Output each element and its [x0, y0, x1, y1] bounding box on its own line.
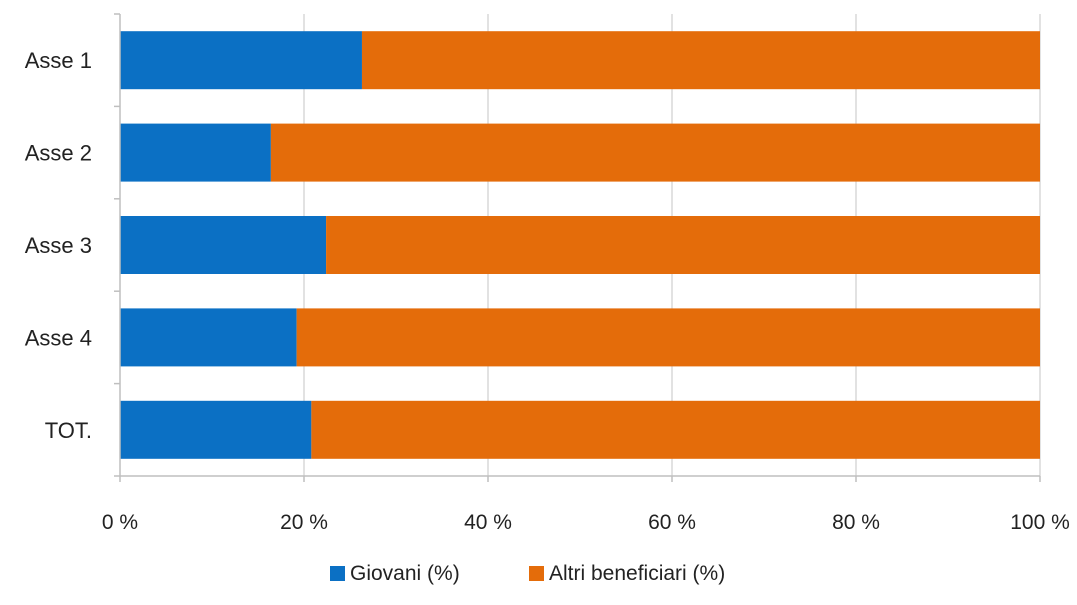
x-tick-label: 20 %	[280, 511, 328, 534]
axes	[114, 13, 1041, 482]
bar-giovani-3	[120, 216, 327, 274]
x-tick-label: 60 %	[648, 511, 696, 534]
bars-group	[120, 31, 1041, 459]
bar-giovani-2	[120, 123, 271, 182]
legend-label: Altri beneficiari (%)	[549, 562, 725, 585]
bar-giovani-4	[120, 308, 297, 367]
category-label: Asse 3	[25, 233, 92, 258]
legend: Giovani (%) Altri beneficiari (%)	[330, 562, 725, 585]
bar-altri-3	[326, 216, 1041, 274]
category-label: Asse 1	[25, 48, 92, 73]
bar-altri-1	[361, 31, 1041, 90]
bar-altri-2	[270, 123, 1040, 182]
x-tick-labels: 0 % 20 % 40 % 60 % 80 % 100 %	[102, 511, 1070, 534]
bar-altri-5	[311, 400, 1040, 459]
legend-swatch	[330, 566, 345, 581]
x-tick-label: 40 %	[464, 511, 512, 534]
category-labels: Asse 1 Asse 2 Asse 3 Asse 4 TOT.	[25, 48, 92, 443]
bar-giovani-5	[120, 400, 312, 459]
category-label: Asse 2	[25, 141, 92, 166]
category-label: TOT.	[45, 418, 92, 443]
x-tick-label: 0 %	[102, 511, 138, 534]
x-tick-label: 100 %	[1010, 511, 1070, 534]
legend-swatch	[529, 566, 544, 581]
bar-giovani-1	[120, 31, 362, 90]
legend-label: Giovani (%)	[350, 562, 460, 585]
category-label: Asse 4	[25, 325, 92, 350]
bar-altri-4	[296, 308, 1040, 367]
x-tick-label: 80 %	[832, 511, 880, 534]
